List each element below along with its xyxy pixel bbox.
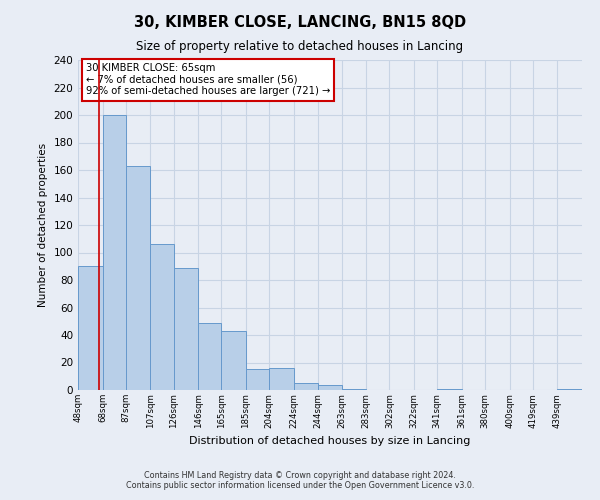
Text: Contains HM Land Registry data © Crown copyright and database right 2024.
Contai: Contains HM Land Registry data © Crown c…	[126, 470, 474, 490]
Text: 30, KIMBER CLOSE, LANCING, BN15 8QD: 30, KIMBER CLOSE, LANCING, BN15 8QD	[134, 15, 466, 30]
Bar	[198, 322, 221, 390]
Y-axis label: Number of detached properties: Number of detached properties	[38, 143, 48, 307]
Text: 30 KIMBER CLOSE: 65sqm
← 7% of detached houses are smaller (56)
92% of semi-deta: 30 KIMBER CLOSE: 65sqm ← 7% of detached …	[86, 64, 330, 96]
Bar	[246, 370, 269, 390]
Bar	[269, 368, 294, 390]
Bar	[151, 244, 173, 390]
Bar	[557, 388, 582, 390]
Bar	[437, 388, 462, 390]
Bar	[103, 115, 126, 390]
Bar	[78, 266, 103, 390]
Bar	[294, 383, 319, 390]
Bar	[341, 388, 366, 390]
Bar	[221, 331, 246, 390]
Text: Size of property relative to detached houses in Lancing: Size of property relative to detached ho…	[136, 40, 464, 53]
X-axis label: Distribution of detached houses by size in Lancing: Distribution of detached houses by size …	[190, 436, 470, 446]
Bar	[126, 166, 151, 390]
Bar	[319, 384, 341, 390]
Bar	[173, 268, 198, 390]
